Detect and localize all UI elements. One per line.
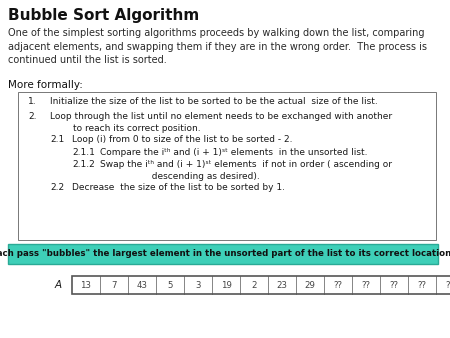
- Text: Bubble Sort Algorithm: Bubble Sort Algorithm: [8, 8, 199, 23]
- Text: 23: 23: [276, 281, 288, 290]
- Text: A: A: [54, 280, 62, 290]
- Text: 19: 19: [220, 281, 231, 290]
- Text: 29: 29: [305, 281, 315, 290]
- Text: One of the simplest sorting algorithms proceeds by walking down the list, compar: One of the simplest sorting algorithms p…: [8, 28, 427, 65]
- Text: Decrease  the size of the list to be sorted by 1.: Decrease the size of the list to be sort…: [72, 183, 285, 192]
- Text: ??: ??: [446, 281, 450, 290]
- Text: Loop through the list until no element needs to be exchanged with another
      : Loop through the list until no element n…: [50, 112, 392, 133]
- Text: 3: 3: [195, 281, 201, 290]
- Text: ??: ??: [361, 281, 370, 290]
- Text: 2.1.2: 2.1.2: [72, 160, 95, 169]
- Text: 43: 43: [136, 281, 148, 290]
- Text: ??: ??: [333, 281, 342, 290]
- Text: 2.: 2.: [28, 112, 36, 121]
- Text: Compare the iᵗʰ and (i + 1)ˢᵗ elements  in the unsorted list.: Compare the iᵗʰ and (i + 1)ˢᵗ elements i…: [100, 148, 368, 157]
- Text: 2.1.1: 2.1.1: [72, 148, 95, 157]
- Text: 7: 7: [111, 281, 117, 290]
- Text: Swap the iᵗʰ and (i + 1)ˢᵗ elements  if not in order ( ascending or
            : Swap the iᵗʰ and (i + 1)ˢᵗ elements if n…: [100, 160, 392, 181]
- Text: 1.: 1.: [28, 97, 36, 106]
- Text: ??: ??: [390, 281, 399, 290]
- Text: Loop (i) from 0 to size of the list to be sorted - 2.: Loop (i) from 0 to size of the list to b…: [72, 135, 292, 144]
- Text: 2: 2: [251, 281, 257, 290]
- Text: 13: 13: [81, 281, 91, 290]
- Text: 2.2: 2.2: [50, 183, 64, 192]
- FancyBboxPatch shape: [18, 92, 436, 240]
- Text: 5: 5: [167, 281, 173, 290]
- Text: 2.1: 2.1: [50, 135, 64, 144]
- Text: Each pass "bubbles" the largest element in the unsorted part of the list to its : Each pass "bubbles" the largest element …: [0, 249, 450, 259]
- Text: ??: ??: [418, 281, 427, 290]
- FancyBboxPatch shape: [8, 244, 438, 264]
- Text: Initialize the size of the list to be sorted to be the actual  size of the list.: Initialize the size of the list to be so…: [50, 97, 378, 106]
- FancyBboxPatch shape: [72, 276, 450, 294]
- Text: More formally:: More formally:: [8, 80, 83, 90]
